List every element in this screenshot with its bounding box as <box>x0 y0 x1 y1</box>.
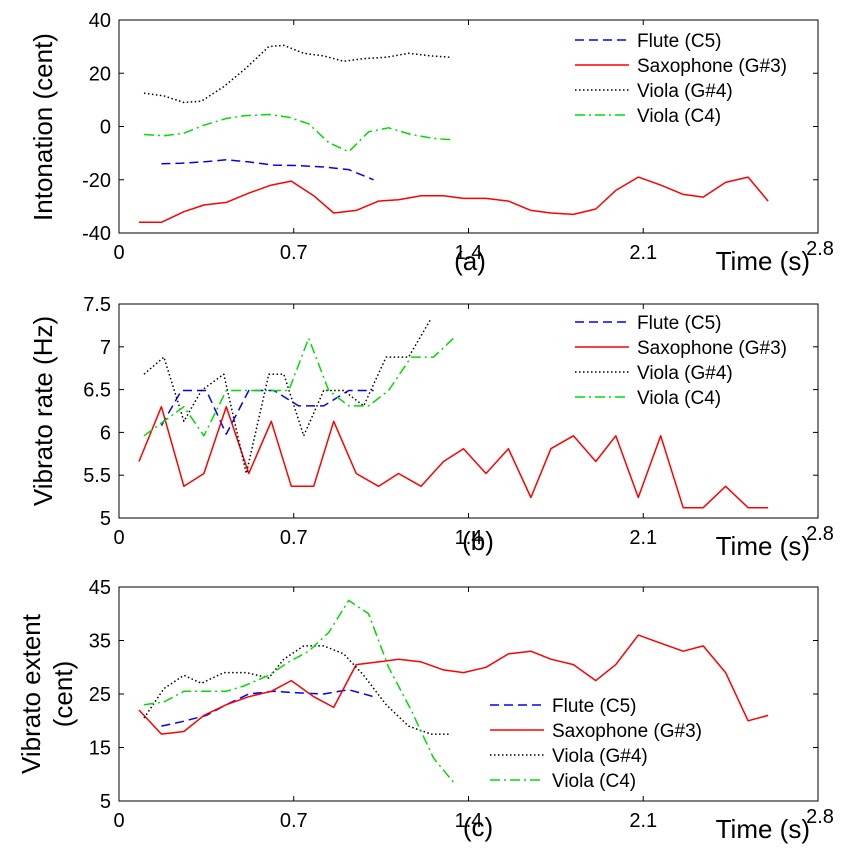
y-tick-label: 5 <box>100 791 111 813</box>
panel-vibrato-rate: 0 0.7 1.4 2.1 2.8 5 5.5 6 6.5 7 7.5 Flute (C5) Saxop… <box>28 294 834 561</box>
panel-intonation: 0 0.7 1.4 2.1 2.8 -40 -20 0 20 40 Flute (C5) Saxoph… <box>28 10 834 276</box>
x-tick-label: 0.7 <box>280 527 308 549</box>
y-tick-label: -20 <box>82 170 111 192</box>
x-tick-label: 0 <box>113 242 124 264</box>
y-tick-label: 15 <box>89 738 111 760</box>
y-tick-label: 5 <box>100 508 111 530</box>
panel-label: (a) <box>454 246 486 276</box>
legend-label: Viola (C4) <box>552 771 636 792</box>
x-tick-label: 2.1 <box>629 810 657 832</box>
x-tick-label: 0.7 <box>280 810 308 832</box>
series-line-1 <box>138 405 769 509</box>
plot-area <box>118 586 819 802</box>
series-line-2 <box>143 645 451 735</box>
series-line-2 <box>143 44 452 104</box>
y-tick-label: -40 <box>82 223 111 245</box>
y-tick-label: 40 <box>89 10 111 32</box>
series-line-1 <box>139 176 769 224</box>
y-tick-label: 35 <box>89 631 111 653</box>
x-tick-label: 2.8 <box>806 238 834 260</box>
y-tick-label: 20 <box>89 63 111 85</box>
x-tick-label: 2.1 <box>629 527 657 549</box>
legend-label: Viola (G#4) <box>552 746 648 767</box>
y-axis-label-line: (cent) <box>48 661 78 727</box>
panel-vibrato-extent: 0 0.7 1.4 2.1 2.8 5 15 25 35 45 Flute (C5) Saxophon… <box>16 577 834 844</box>
series-line-0 <box>160 389 374 435</box>
x-axis-label: Time (s) <box>716 814 810 844</box>
legend-label: Saxophone (G#3) <box>637 338 787 359</box>
x-tick-label: 0 <box>113 527 124 549</box>
series-line-2 <box>143 318 432 475</box>
legend-label: Viola (G#4) <box>637 363 733 384</box>
x-tick-label: 1.4 <box>455 527 483 549</box>
y-tick-label: 6.5 <box>83 380 111 402</box>
y-axis-label: Intonation (cent) <box>28 33 58 221</box>
y-tick-label: 0 <box>100 117 111 139</box>
x-tick-label: 1.4 <box>455 810 483 832</box>
legend-label: Saxophone (G#3) <box>637 56 787 77</box>
y-tick-label: 5.5 <box>83 465 111 487</box>
x-tick-label: 2.8 <box>806 806 834 828</box>
y-tick-label: 45 <box>89 577 111 599</box>
y-tick-label: 7.5 <box>83 294 111 316</box>
legend-label: Flute (C5) <box>637 313 721 334</box>
legend-label: Flute (C5) <box>637 31 721 52</box>
legend-label: Viola (C4) <box>637 388 721 409</box>
x-tick-label: 1.4 <box>455 242 483 264</box>
y-axis-label: Vibrato rate (Hz) <box>28 316 58 506</box>
series-line-3 <box>143 599 455 783</box>
legend-label: Flute (C5) <box>552 696 636 717</box>
x-axis-label: Time (s) <box>716 246 810 276</box>
y-tick-label: 6 <box>100 422 111 444</box>
legend-label: Viola (C4) <box>637 106 721 127</box>
x-tick-label: 2.8 <box>806 523 834 545</box>
series-line-1 <box>138 634 769 735</box>
y-axis-label-line: Vibrato extent <box>16 613 46 774</box>
legend-label: Viola (G#4) <box>637 81 733 102</box>
y-tick-label: 25 <box>89 684 111 706</box>
x-tick-label: 2.1 <box>629 242 657 264</box>
panel-label: (b) <box>462 526 494 556</box>
x-tick-label: 0 <box>113 810 124 832</box>
plot-area <box>118 303 819 519</box>
series-line-0 <box>161 159 374 181</box>
panel-label: (c) <box>463 812 493 842</box>
x-axis-label: Time (s) <box>716 531 810 561</box>
series-line-3 <box>143 337 455 437</box>
legend-label: Saxophone (G#3) <box>552 721 702 742</box>
y-tick-label: 7 <box>100 337 111 359</box>
series-line-0 <box>161 688 374 727</box>
y-axis-label: Vibrato extent(cent) <box>16 613 78 774</box>
x-tick-label: 0.7 <box>280 242 308 264</box>
